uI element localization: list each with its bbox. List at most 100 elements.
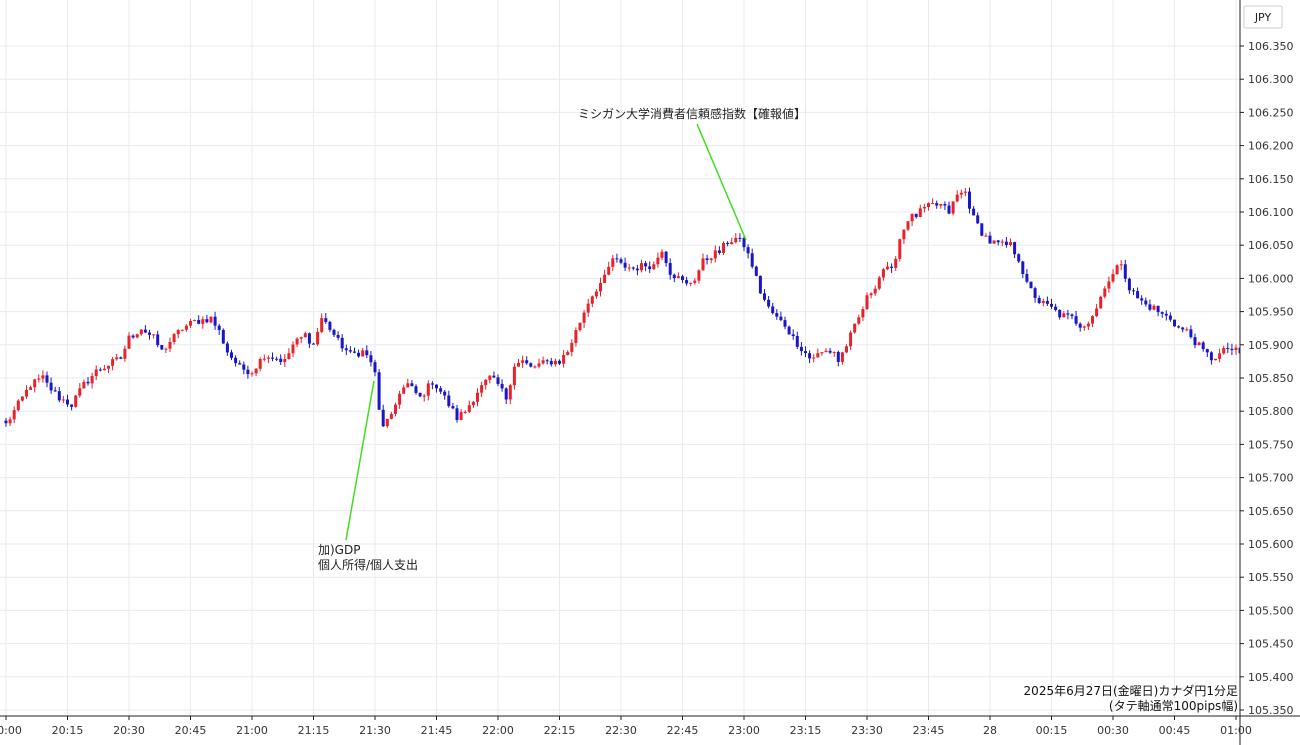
candle-body [1086,323,1090,327]
candle [1029,281,1033,289]
y-tick-label: 106.350 [1248,40,1294,53]
candle-body [738,237,742,239]
candle-body [1152,305,1156,310]
candle [152,334,156,339]
candle [541,356,545,365]
candle-body [53,390,57,392]
y-tick-label: 106.150 [1248,173,1294,186]
candle [799,342,803,356]
candle-body [242,364,246,370]
candle [832,351,836,357]
candle-body [972,208,976,216]
candle [66,394,69,407]
candle [968,187,971,214]
candle [754,265,758,277]
candle-body [886,266,889,270]
candle-body [426,383,430,396]
candle [758,275,762,295]
candle-body [381,409,385,427]
candle [139,329,143,336]
candle [45,371,49,388]
y-tick-label: 105.950 [1248,306,1294,319]
candle-body [590,296,594,304]
candle-body [754,266,758,276]
candle-body [582,312,586,323]
candle [1050,298,1053,309]
candle [1070,313,1074,320]
currency-label: JPY [1254,11,1272,24]
candle [102,364,106,371]
candle-body [693,280,697,283]
candle-body [111,359,115,366]
candle-body [484,379,488,386]
candle [545,358,549,365]
candle [869,292,873,299]
candle-body [992,240,996,244]
y-tick-label: 106.050 [1248,239,1294,252]
candle-body [271,357,274,359]
candle [640,259,643,273]
x-tick-label: 20:30 [113,724,145,737]
candle [410,380,414,387]
candle-body [131,335,135,338]
candle-body [1168,315,1172,320]
y-tick-label: 105.500 [1248,604,1294,617]
candle-body [230,352,233,358]
candle [180,329,184,332]
candle [877,275,881,291]
candle [709,257,713,264]
time-axis-ticks: 20:00 20:15 20:30 20:45 21:00 21:15 21:30 21:45… [0,716,1252,737]
candle-body [1054,306,1058,310]
candle-body [517,362,520,367]
candle-body [500,383,504,389]
x-tick-label: 28 [983,724,997,737]
candle [631,266,635,271]
y-tick-label: 105.600 [1248,538,1294,551]
candle-body [533,366,537,368]
candle-body [984,235,988,237]
candle-body [172,334,176,342]
candle-body [291,344,295,354]
candle [1091,315,1094,328]
candle [90,372,94,389]
candle-body [1029,281,1033,289]
candle-body [160,345,164,350]
candle [1078,322,1082,332]
candle [1189,325,1193,339]
candle [164,347,168,354]
candle [1021,260,1025,279]
candle [115,353,119,361]
candle [74,394,78,408]
candle-body [1136,291,1140,299]
y-tick-label: 106.250 [1248,106,1294,119]
candle [607,261,611,276]
candle [266,355,270,364]
candle-body [418,392,422,397]
candle [853,323,857,334]
candle-body [1103,288,1107,297]
candle [107,365,110,374]
candle [1045,296,1049,307]
candle-body [615,258,619,260]
candle [517,358,520,367]
candle-body [1127,278,1131,291]
candle-body [705,258,709,260]
candle [1222,345,1226,355]
candle-body [1062,313,1066,318]
candle [1234,344,1238,355]
candle-body [1201,342,1205,350]
candle [1082,325,1086,331]
candle [672,273,676,283]
candle [189,318,192,328]
candle [336,331,340,341]
candle [348,346,352,354]
candle-body [512,366,516,386]
candle-body [430,383,434,385]
candle-body [771,306,775,314]
candle [143,325,147,334]
candle-body [279,358,283,362]
candle-body [78,388,82,396]
candle-body [139,329,143,335]
candle-body [730,242,734,245]
candle-body [344,348,348,351]
